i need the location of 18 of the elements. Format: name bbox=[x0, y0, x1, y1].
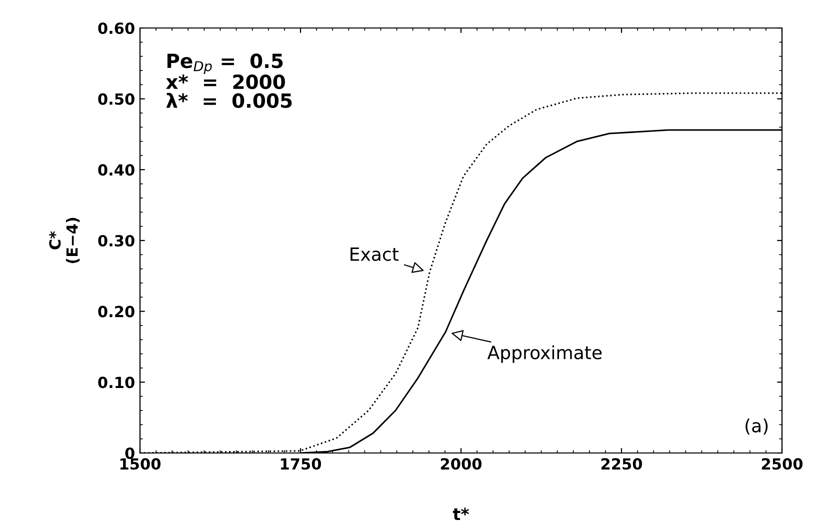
y-axis-title: C* (E−4) bbox=[49, 218, 80, 264]
y-tick-label: 0.30 bbox=[98, 234, 134, 247]
annotation: Pe$_{Dp}$ = 0.5 x* = 2000 λ* = 0.005 bbox=[166, 54, 292, 108]
annotation: (a) bbox=[746, 418, 768, 435]
y-tick-label: 0.60 bbox=[98, 22, 134, 34]
x-tick-label: 1750 bbox=[280, 458, 322, 470]
y-tick-label: 0.40 bbox=[98, 164, 134, 176]
x-tick-label: 2500 bbox=[762, 458, 803, 470]
y-tick-label: 0.50 bbox=[98, 93, 134, 105]
y-tick-label: 0 bbox=[125, 447, 134, 460]
y-tick-label: 0.20 bbox=[98, 306, 134, 318]
series-label: Exact bbox=[350, 248, 399, 261]
x-axis-title: t* bbox=[452, 508, 470, 520]
y-tick-label: 0.10 bbox=[98, 376, 134, 388]
legend-label: Approximate bbox=[487, 345, 602, 363]
x-tick-label: 2000 bbox=[440, 458, 482, 470]
x-tick-label: 2250 bbox=[601, 458, 642, 470]
x-tick-label: 1500 bbox=[120, 458, 161, 470]
